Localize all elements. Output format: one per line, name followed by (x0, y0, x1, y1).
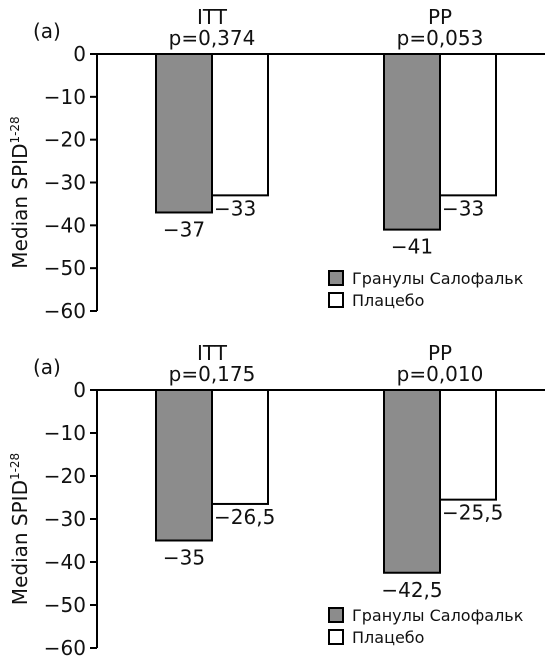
y-tick-label: −10 (44, 421, 86, 445)
y-tick-label: −20 (44, 128, 86, 152)
y-axis-title: Median SPID1-28 (8, 453, 32, 605)
legend-label-placebo: Плацебо (352, 291, 424, 310)
legend-swatch-placebo (328, 629, 344, 645)
y-tick-label: −50 (44, 256, 86, 280)
p-value-label: p=0,175 (169, 362, 256, 386)
bar-value-label: −37 (163, 217, 205, 241)
y-tick-label: −40 (44, 213, 86, 237)
panel-label: (a) (33, 355, 61, 379)
bar-itt-salofalk (155, 389, 213, 542)
y-tick-label: −50 (44, 593, 86, 617)
legend: Гранулы Салофальк Плацебо (328, 606, 524, 647)
legend-label-salofalk: Гранулы Салофальк (352, 269, 524, 288)
y-tick-label: −60 (44, 299, 86, 323)
y-tick-label: −30 (44, 171, 86, 195)
y-axis-title-superscript: 1-28 (8, 453, 22, 480)
bar-pp-placebo (439, 389, 497, 501)
y-axis-title: Median SPID1-28 (8, 116, 32, 268)
y-tick-label: 0 (73, 378, 86, 402)
y-axis-title-text: Median SPID (8, 480, 32, 605)
bar-value-label: −33 (214, 196, 256, 220)
y-tick-label: −10 (44, 85, 86, 109)
y-tick-label: −40 (44, 550, 86, 574)
category-label: PP (428, 341, 452, 365)
bar-value-label: −25,5 (442, 501, 503, 525)
p-value-label: p=0,374 (169, 26, 256, 50)
bar-pp-salofalk (383, 389, 441, 574)
category-label: PP (428, 5, 452, 29)
legend-label-placebo: Плацебо (352, 628, 424, 647)
bar-value-label: −26,5 (214, 505, 275, 529)
p-value-label: p=0,010 (397, 362, 484, 386)
category-label: ITT (197, 341, 228, 365)
bar-pp-placebo (439, 53, 497, 197)
y-axis-title-superscript: 1-28 (8, 116, 22, 143)
category-label: ITT (197, 5, 228, 29)
y-tick-label: 0 (73, 42, 86, 66)
panel-label: (a) (33, 19, 61, 43)
legend-swatch-salofalk (328, 270, 344, 286)
legend-label-salofalk: Гранулы Салофальк (352, 606, 524, 625)
bar-itt-placebo (211, 389, 269, 505)
y-axis-title-text: Median SPID (8, 144, 32, 269)
p-value-label: p=0,053 (397, 26, 484, 50)
y-tick-label: −30 (44, 507, 86, 531)
y-tick-label: −20 (44, 464, 86, 488)
legend-swatch-placebo (328, 292, 344, 308)
bar-itt-salofalk (155, 53, 213, 214)
y-tick-label: −60 (44, 636, 86, 656)
bar-value-label: −41 (391, 235, 433, 259)
bar-pp-salofalk (383, 53, 441, 231)
legend: Гранулы Салофальк Плацебо (328, 269, 524, 310)
bar-value-label: −35 (163, 546, 205, 570)
bar-value-label: −33 (442, 196, 484, 220)
bar-value-label: −42,5 (381, 578, 442, 602)
bar-itt-placebo (211, 53, 269, 197)
legend-swatch-salofalk (328, 607, 344, 623)
